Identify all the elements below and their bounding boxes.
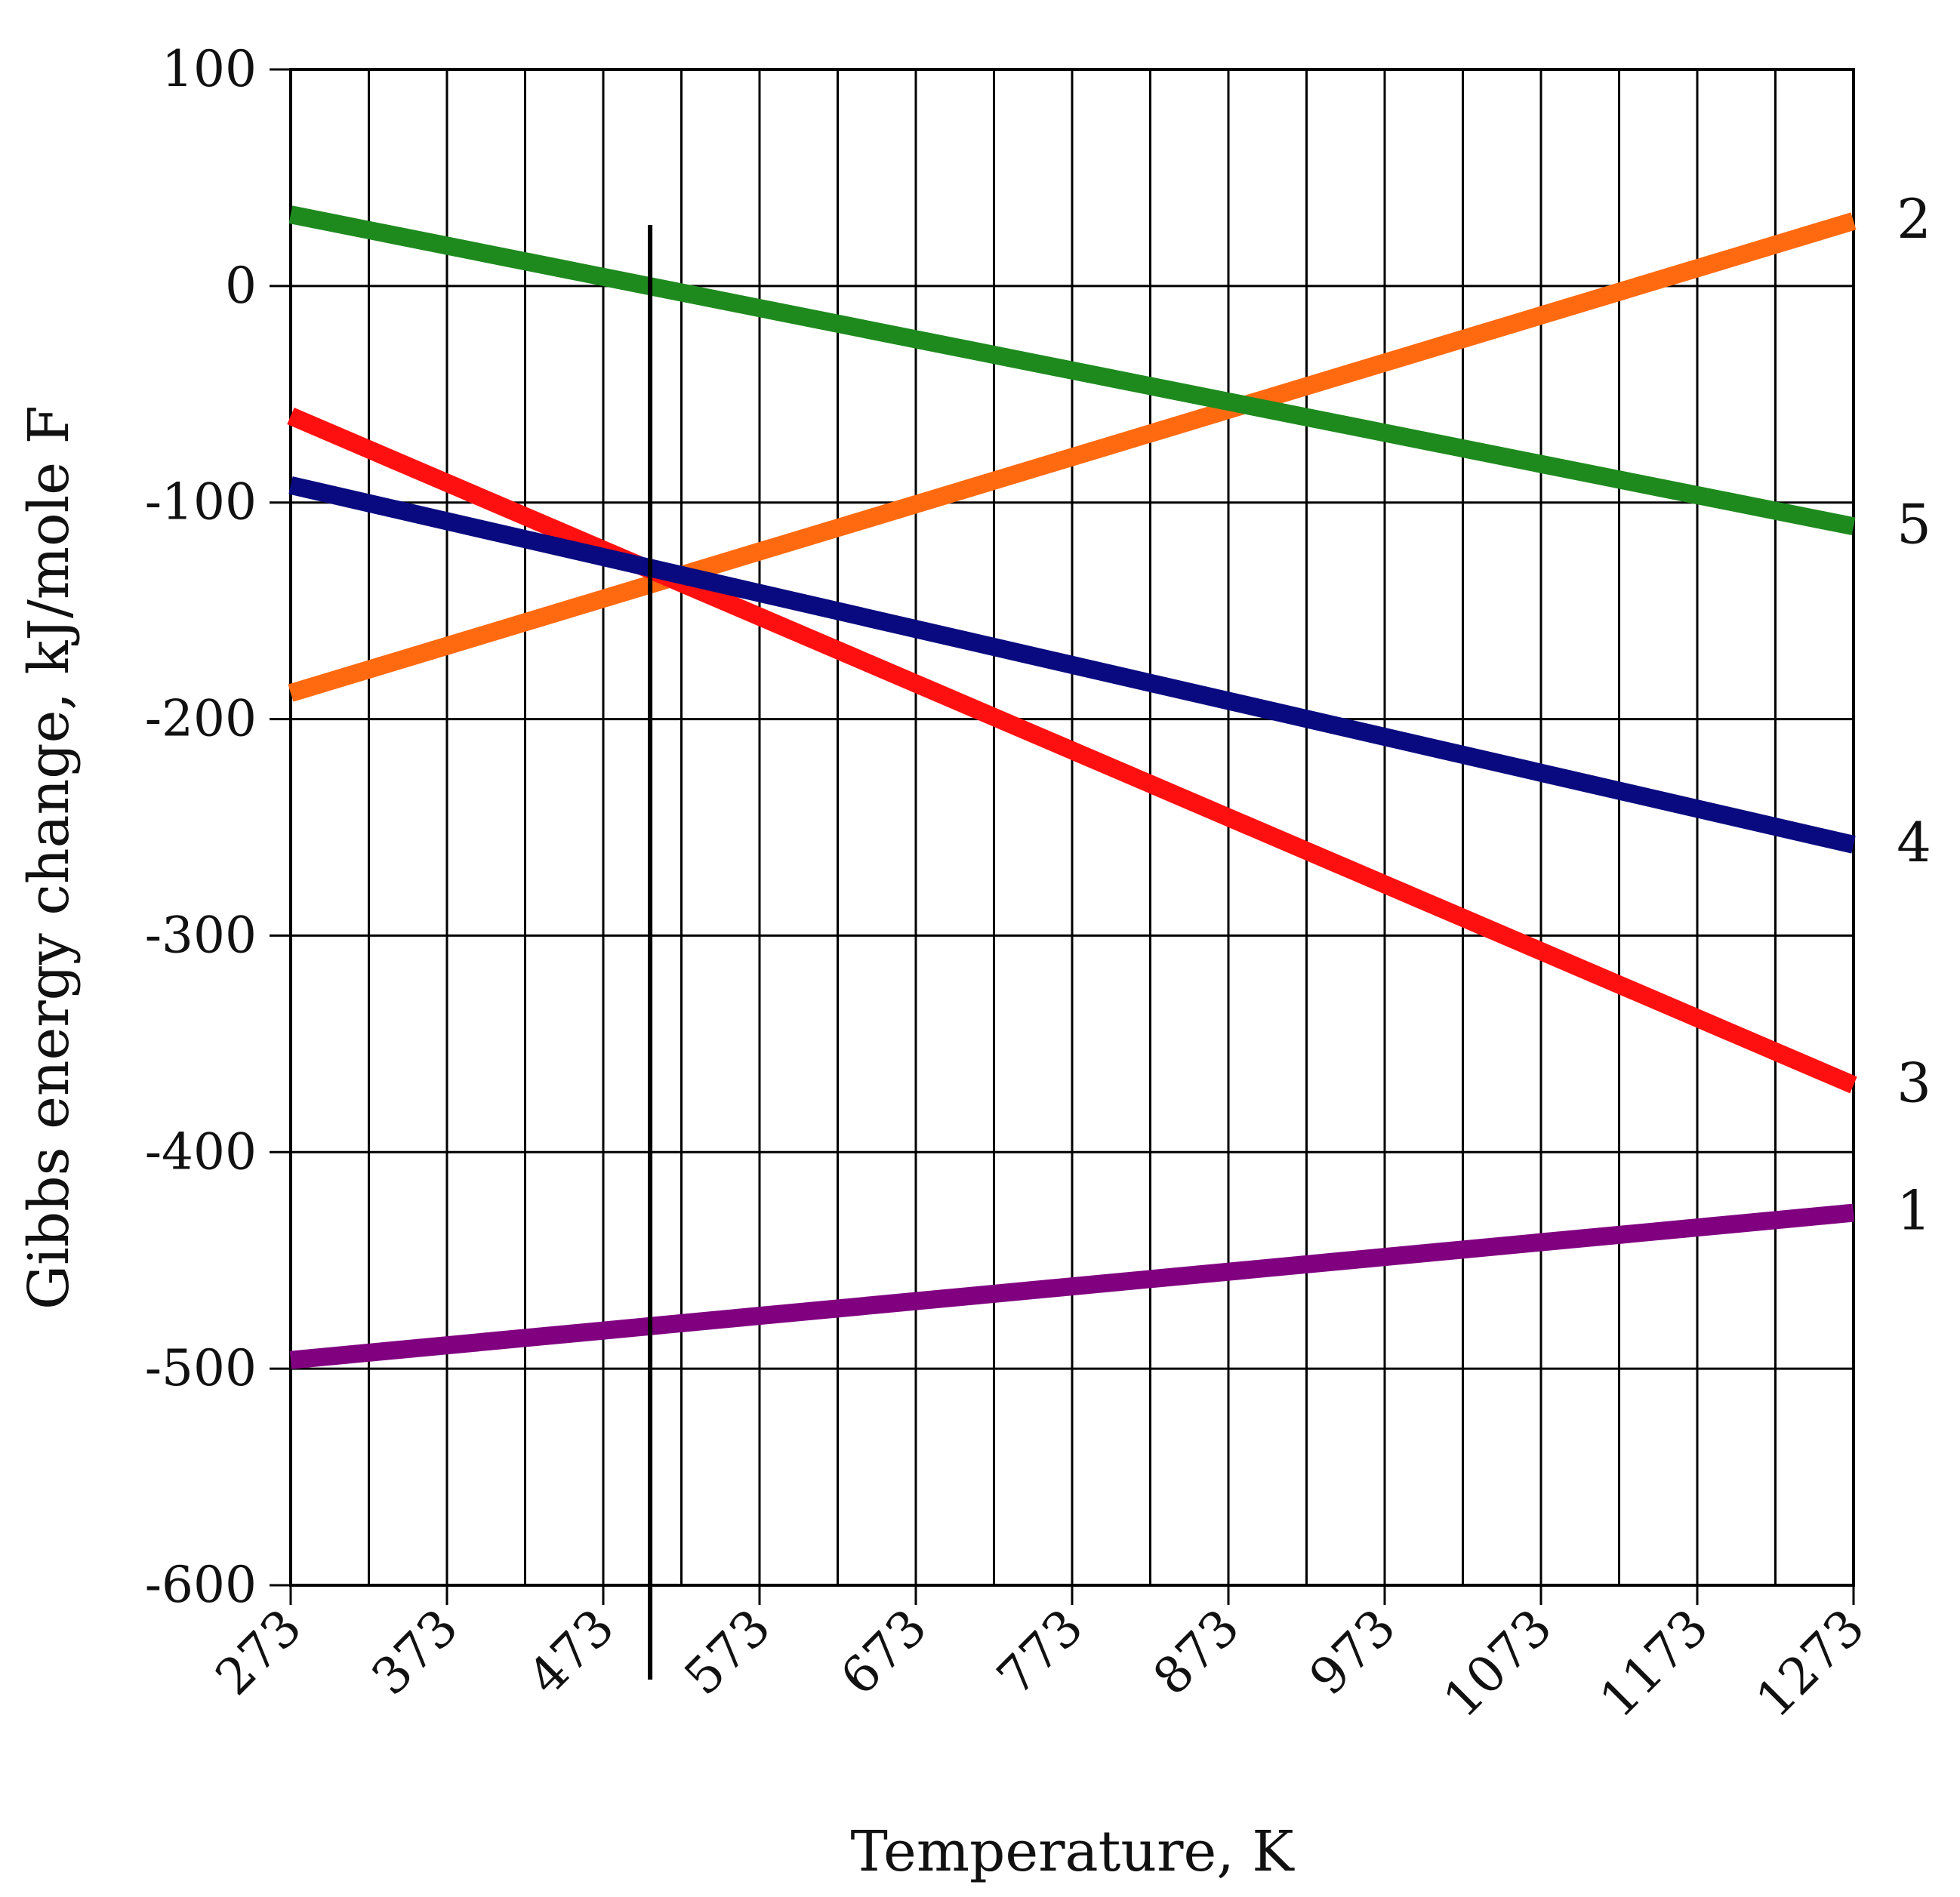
- x-tick-label: 673: [830, 1598, 938, 1707]
- x-tick-label: 1273: [1745, 1598, 1875, 1729]
- series-line-3: [287, 407, 1857, 1094]
- x-tick-label: 1073: [1432, 1598, 1563, 1729]
- series-label-1: 1: [1897, 1179, 1931, 1243]
- series-lines: [287, 205, 1857, 1369]
- x-tick-label: 273: [205, 1598, 313, 1707]
- y-tick-label: -200: [145, 690, 257, 748]
- y-tick-label: -300: [145, 906, 257, 964]
- x-tick-label: 473: [517, 1598, 626, 1707]
- series-line-5: [288, 205, 1856, 536]
- y-tick-label: 0: [225, 257, 257, 315]
- y-tick-label: 100: [162, 40, 257, 98]
- series-label-4: 4: [1897, 811, 1931, 874]
- x-tick-label: 973: [1299, 1598, 1407, 1707]
- x-tick-label: 873: [1142, 1598, 1251, 1707]
- series-label-5: 5: [1897, 492, 1931, 556]
- x-axis-title: Temperature, K: [850, 1819, 1295, 1884]
- plot-frame: [289, 68, 1855, 1587]
- grid: [270, 68, 1855, 1605]
- x-tick-label: 573: [673, 1598, 782, 1707]
- x-tick-label: 1173: [1589, 1598, 1719, 1729]
- series-label-2: 2: [1897, 187, 1931, 251]
- series-line-4: [288, 476, 1856, 854]
- y-tick-label: -400: [145, 1122, 257, 1181]
- series-labels: 1 2 3 4 5: [1897, 187, 1931, 1243]
- series-line-2: [288, 212, 1857, 702]
- y-axis-title: Gibbs energy change, kJ/mole F: [17, 405, 82, 1310]
- x-tick-label: 773: [986, 1598, 1095, 1707]
- y-tick-label: -600: [145, 1556, 257, 1614]
- series-line-1: [289, 1203, 1855, 1369]
- series-label-3: 3: [1897, 1051, 1931, 1114]
- y-tick-label: -500: [145, 1339, 257, 1397]
- y-tick-label: -100: [145, 473, 257, 531]
- x-tick-label: 373: [361, 1598, 470, 1707]
